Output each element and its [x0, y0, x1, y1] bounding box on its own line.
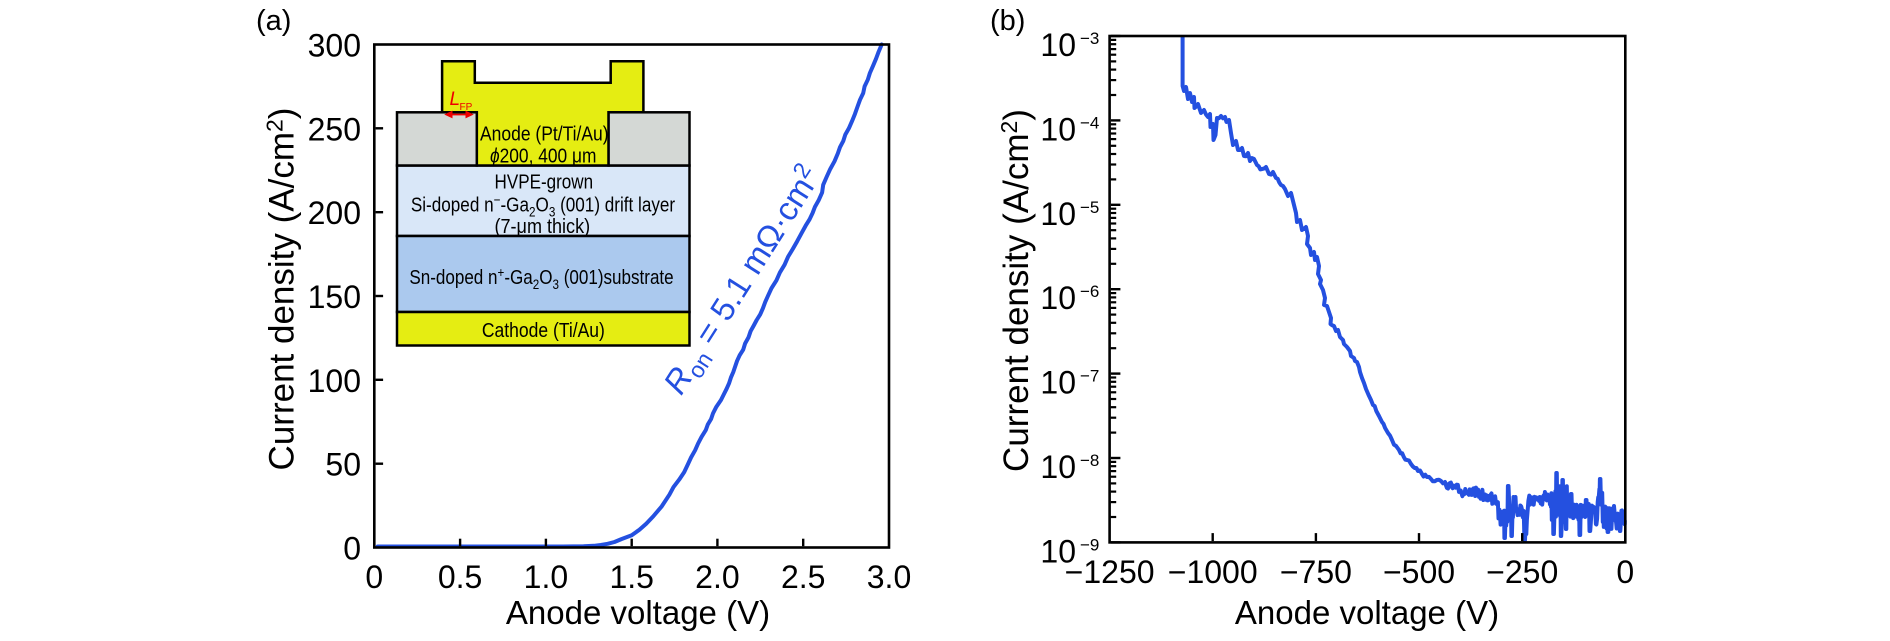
svg-text:−4: −4 [1080, 113, 1099, 132]
svg-text:−1000: −1000 [1168, 554, 1258, 590]
svg-text:−1250: −1250 [1065, 554, 1155, 590]
svg-text:250: 250 [308, 111, 361, 147]
svg-text:Current density (A/cm2): Current density (A/cm2) [262, 108, 302, 471]
svg-text:100: 100 [308, 363, 361, 399]
svg-text:0: 0 [343, 531, 361, 567]
svg-text:Anode voltage (V): Anode voltage (V) [506, 594, 770, 631]
svg-text:50: 50 [325, 447, 361, 483]
svg-text:0: 0 [365, 559, 383, 595]
svg-text:1.5: 1.5 [609, 559, 653, 595]
svg-text:Sn-doped n+-Ga2O3 (001)substra: Sn-doped n+-Ga2O3 (001)substrate [409, 264, 673, 292]
svg-text:(b): (b) [990, 5, 1025, 37]
svg-text:1.0: 1.0 [524, 559, 568, 595]
svg-text:Current density (A/cm2): Current density (A/cm2) [996, 109, 1036, 472]
svg-text:−3: −3 [1080, 29, 1099, 48]
svg-text:FP: FP [460, 102, 473, 113]
svg-text:−9: −9 [1080, 535, 1099, 554]
svg-text:Anode (Pt/Ti/Au): Anode (Pt/Ti/Au) [480, 123, 609, 146]
svg-text:−750: −750 [1280, 554, 1352, 590]
svg-text:10: 10 [1040, 196, 1076, 232]
svg-text:10: 10 [1040, 280, 1076, 316]
svg-text:10: 10 [1040, 449, 1076, 485]
svg-text:−500: −500 [1383, 554, 1455, 590]
svg-text:(a): (a) [256, 5, 291, 37]
svg-text:ϕ200, 400 μm: ϕ200, 400 μm [490, 145, 596, 168]
svg-text:−8: −8 [1080, 451, 1099, 470]
svg-text:10: 10 [1040, 27, 1076, 63]
svg-text:Cathode (Ti/Au): Cathode (Ti/Au) [482, 319, 605, 342]
svg-text:10: 10 [1040, 533, 1076, 569]
svg-text:−6: −6 [1080, 282, 1099, 301]
svg-text:Si-doped n−-Ga2O3 (001) drift: Si-doped n−-Ga2O3 (001) drift layer [411, 192, 675, 220]
svg-text:L: L [450, 89, 461, 110]
svg-text:−5: −5 [1080, 198, 1099, 217]
svg-text:−250: −250 [1486, 554, 1558, 590]
svg-text:3.0: 3.0 [867, 559, 911, 595]
svg-text:10: 10 [1040, 365, 1076, 401]
svg-text:300: 300 [308, 28, 361, 64]
svg-text:0: 0 [1616, 554, 1634, 590]
svg-text:10: 10 [1040, 111, 1076, 147]
svg-text:0.5: 0.5 [438, 559, 482, 595]
svg-text:150: 150 [308, 279, 361, 315]
svg-text:200: 200 [308, 195, 361, 231]
svg-text:Anode voltage (V): Anode voltage (V) [1235, 594, 1499, 631]
svg-text:(7-μm thick): (7-μm thick) [495, 215, 591, 238]
svg-text:−7: −7 [1080, 367, 1099, 386]
svg-text:2.0: 2.0 [695, 559, 739, 595]
svg-text:HVPE-grown: HVPE-grown [495, 171, 594, 194]
svg-text:2.5: 2.5 [781, 559, 825, 595]
